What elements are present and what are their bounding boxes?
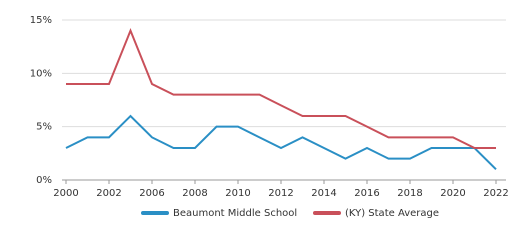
x-tick-label: 2016 — [354, 188, 379, 199]
x-tick-label: 2020 — [440, 188, 465, 199]
x-tick-label: 2000 — [53, 188, 78, 199]
x-tick-label: 2022 — [483, 188, 508, 199]
x-tick-label: 2014 — [311, 188, 336, 199]
x-tick-label: 2008 — [182, 188, 207, 199]
x-tick-label: 2010 — [225, 188, 250, 199]
legend-label: (KY) State Average — [345, 208, 439, 219]
series-line — [66, 27, 496, 149]
y-tick-label: 10% — [30, 68, 52, 79]
chart: 0% 5% 10% 15% 2000 2002 2006 2008 2010 2012 2014 20… — [30, 15, 509, 219]
x-tick-label: 2002 — [96, 188, 121, 199]
x-tick-label: 2006 — [139, 188, 164, 199]
y-tick-label: 0% — [36, 175, 52, 186]
x-tick-label: 2018 — [397, 188, 422, 199]
series-line — [65, 114, 497, 171]
y-tick-label: 5% — [36, 122, 52, 133]
x-tick-label: 2012 — [268, 188, 293, 199]
y-tick-label: 15% — [30, 15, 52, 26]
legend-label: Beaumont Middle School — [173, 208, 297, 219]
